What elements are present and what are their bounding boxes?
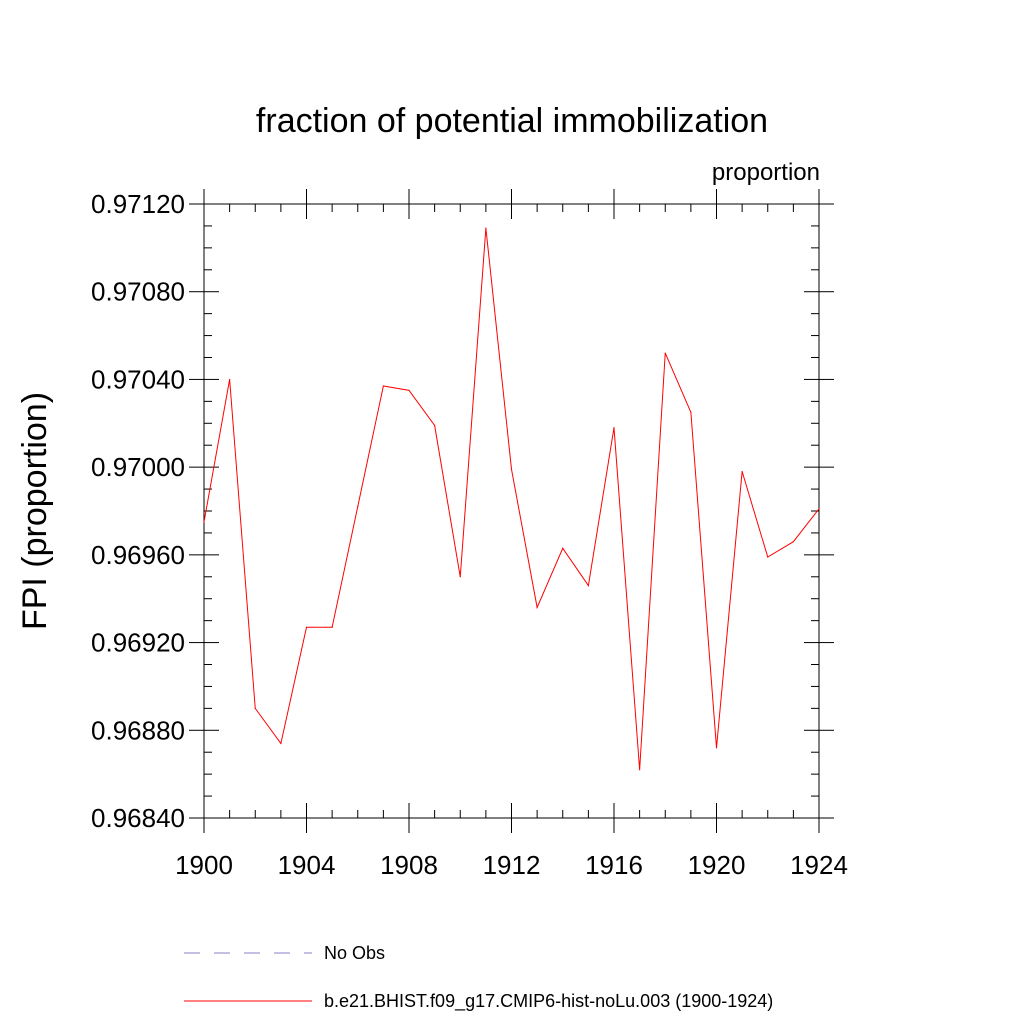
x-tick-label: 1920 [688, 850, 746, 880]
units-label: proportion [712, 159, 820, 186]
data-point [715, 747, 718, 749]
y-tick-label: 0.97120 [91, 189, 185, 219]
data-point [767, 556, 769, 558]
x-tick-label: 1916 [585, 850, 643, 880]
data-point [741, 470, 743, 473]
y-tick-label: 0.97040 [91, 364, 185, 394]
data-point [459, 576, 461, 578]
y-tick-label: 0.96840 [91, 803, 185, 833]
y-tick-label: 0.96880 [91, 715, 185, 745]
data-point [203, 521, 205, 523]
data-point [664, 352, 666, 354]
data-point [305, 626, 308, 628]
x-tick-label: 1904 [278, 850, 336, 880]
data-point [562, 547, 564, 549]
x-tick-label: 1912 [483, 850, 541, 880]
data-point [280, 742, 282, 745]
data-point [818, 508, 820, 510]
y-axis-label: FPI (proportion) [16, 392, 54, 630]
legend: No Obs b.e21.BHIST.f09_g17.CMIP6-hist-noL… [184, 943, 773, 1012]
series-layer [203, 227, 820, 771]
data-point [434, 424, 436, 427]
y-tick-label: 0.96960 [91, 540, 185, 570]
data-point [408, 389, 410, 391]
x-tick-label: 1924 [790, 850, 848, 880]
series-line [203, 228, 820, 770]
data-point [331, 626, 333, 628]
data-point [485, 227, 487, 229]
data-point [357, 506, 359, 508]
data-point [510, 468, 513, 470]
x-tick-label: 1908 [380, 850, 438, 880]
data-point [229, 378, 231, 381]
legend-label: b.e21.BHIST.f09_g17.CMIP6-hist-noLu.003 … [324, 991, 773, 1012]
legend-label: No Obs [324, 943, 385, 963]
y-tick-label: 0.96920 [91, 628, 185, 658]
y-tick-label: 0.97080 [91, 277, 185, 307]
data-point [254, 707, 256, 709]
axis-ticks: 1900 1904 1908 1912 1916 1920 1924 0.96840 0.968… [91, 189, 848, 880]
data-point [382, 385, 384, 387]
data-point [690, 411, 692, 413]
x-tick-label: 1900 [175, 850, 233, 880]
data-point [587, 584, 589, 587]
data-point [639, 769, 641, 771]
chart-title: fraction of potential immobilization [256, 102, 768, 140]
plot-frame [203, 203, 820, 819]
data-point [613, 427, 615, 429]
y-tick-label: 0.97000 [91, 452, 185, 482]
data-point [536, 606, 538, 609]
data-point [792, 541, 794, 543]
